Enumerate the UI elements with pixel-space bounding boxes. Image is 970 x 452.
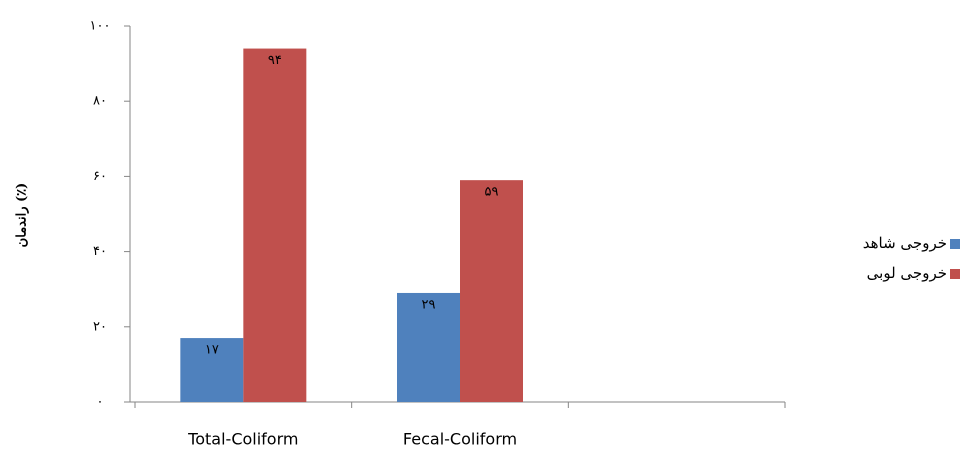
bar (180, 338, 244, 402)
legend-swatch (950, 239, 960, 249)
x-tick-label: Total-Coliform (187, 430, 298, 449)
y-tick-label: ۰ (97, 395, 104, 410)
legend-swatch (950, 269, 960, 279)
x-tick-label: Fecal-Coliform (403, 430, 517, 449)
data-label: ۱۷ (205, 343, 219, 358)
bar (460, 180, 523, 402)
y-tick-label: ۴۰ (93, 244, 107, 259)
legend-label: خروجی شاهد (863, 234, 947, 252)
legend-label: خروجی لوبی (867, 264, 947, 282)
data-label: ۲۹ (422, 297, 436, 312)
bar (243, 48, 307, 403)
y-tick-label: ۱۰۰ (90, 19, 111, 34)
data-label: ۹۴ (268, 53, 282, 68)
y-tick-label: ۶۰ (93, 169, 107, 184)
data-label: ۵۹ (485, 185, 499, 200)
y-tick-label: ۸۰ (93, 94, 107, 109)
y-axis-title: راندمان (٪) (15, 183, 30, 248)
y-tick-label: ۲۰ (93, 319, 107, 334)
bar (397, 292, 460, 402)
